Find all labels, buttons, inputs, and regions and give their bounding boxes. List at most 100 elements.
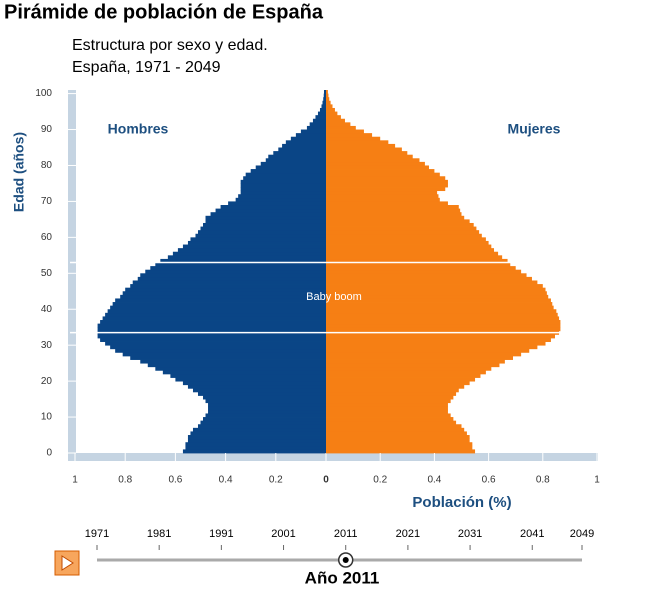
bar	[326, 417, 454, 422]
bar	[323, 97, 326, 102]
bar	[326, 255, 503, 260]
bar	[326, 100, 331, 105]
bar	[326, 291, 547, 296]
y-tick-label: 100	[35, 88, 52, 99]
bar	[208, 406, 326, 411]
bar	[273, 151, 326, 156]
chart-subtitle: Estructura por sexo y edad.	[72, 37, 268, 54]
bar	[278, 147, 326, 152]
play-button[interactable]	[54, 550, 80, 576]
bar	[175, 377, 326, 382]
bar	[319, 107, 326, 112]
bar	[190, 237, 326, 242]
play-icon[interactable]	[61, 555, 74, 571]
bar	[326, 302, 553, 307]
bar	[326, 237, 486, 242]
bar	[260, 161, 326, 166]
bar	[326, 341, 546, 346]
bar	[326, 280, 538, 285]
bar	[197, 391, 326, 396]
bar	[105, 312, 327, 317]
bar	[185, 445, 326, 450]
bar	[326, 327, 561, 332]
bar	[326, 320, 561, 325]
bar	[243, 176, 326, 181]
bar	[326, 208, 461, 213]
bar	[205, 219, 326, 224]
bar	[326, 431, 467, 436]
bar	[323, 93, 326, 98]
bar	[326, 136, 381, 141]
bar	[326, 348, 530, 353]
slider-tick-label: 2031	[458, 528, 482, 540]
bar	[326, 172, 440, 177]
bar	[130, 284, 326, 289]
bar	[300, 129, 326, 134]
bar	[326, 384, 465, 389]
bar	[326, 409, 448, 414]
bar	[200, 420, 326, 425]
bar	[326, 158, 420, 163]
x-tick-label: 0.2	[269, 475, 283, 486]
bar	[326, 111, 338, 116]
bar	[326, 438, 470, 443]
bar	[145, 269, 326, 274]
bar	[155, 366, 326, 371]
bar	[100, 320, 326, 325]
bar	[326, 104, 333, 109]
y-axis-bar	[68, 90, 76, 460]
bar	[208, 409, 326, 414]
bar	[155, 262, 326, 267]
bar	[306, 125, 326, 130]
bar	[309, 122, 326, 127]
bar	[326, 381, 470, 386]
bar	[167, 255, 326, 260]
bar	[268, 154, 326, 159]
bar	[326, 413, 451, 418]
bar	[160, 258, 326, 263]
bar	[228, 201, 326, 206]
bar	[326, 122, 351, 127]
bar	[215, 208, 326, 213]
bar	[326, 133, 373, 138]
bar	[240, 187, 326, 192]
bar	[326, 377, 476, 382]
legend-label: Mujeres	[508, 121, 561, 137]
bar	[205, 399, 326, 404]
slider-tick-label: 2001	[271, 528, 295, 540]
chart-title: Pirámide de población de España	[4, 1, 324, 23]
bar	[326, 97, 330, 102]
bar	[182, 381, 326, 386]
bar	[326, 183, 448, 188]
x-axis-bar	[68, 453, 598, 461]
bar	[208, 402, 326, 407]
bar	[150, 266, 326, 271]
bar	[177, 248, 326, 253]
bar	[326, 165, 429, 170]
bar	[326, 197, 440, 202]
bar	[326, 399, 451, 404]
x-tick-label: 0.6	[168, 475, 182, 486]
bar	[326, 93, 329, 98]
bar	[323, 90, 326, 94]
bar	[326, 345, 538, 350]
bar	[326, 187, 446, 192]
bar	[317, 111, 326, 116]
slider-handle-dot[interactable]	[342, 557, 349, 563]
bar	[326, 406, 448, 411]
bar	[107, 309, 326, 314]
bar	[200, 226, 326, 231]
bar	[238, 194, 326, 199]
slider-label: Año 2011	[305, 568, 380, 587]
bar	[282, 143, 326, 148]
y-tick-label: 0	[46, 448, 52, 459]
bar	[326, 273, 527, 278]
bar	[112, 302, 327, 307]
bar	[245, 172, 326, 177]
slider-tick-label: 1991	[209, 528, 233, 540]
bar	[197, 424, 326, 429]
bar	[120, 294, 327, 299]
bar	[190, 431, 326, 436]
bar	[105, 341, 327, 346]
